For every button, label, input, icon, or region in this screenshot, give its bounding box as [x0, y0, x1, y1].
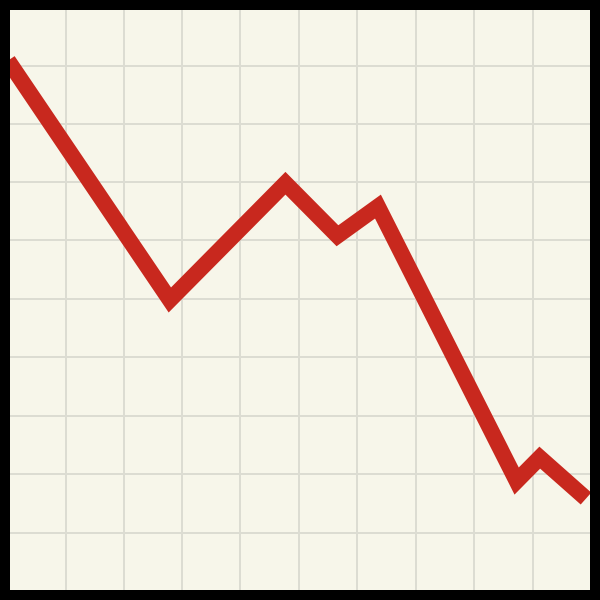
grid-lines	[8, 8, 592, 592]
series-line	[1, 56, 592, 505]
